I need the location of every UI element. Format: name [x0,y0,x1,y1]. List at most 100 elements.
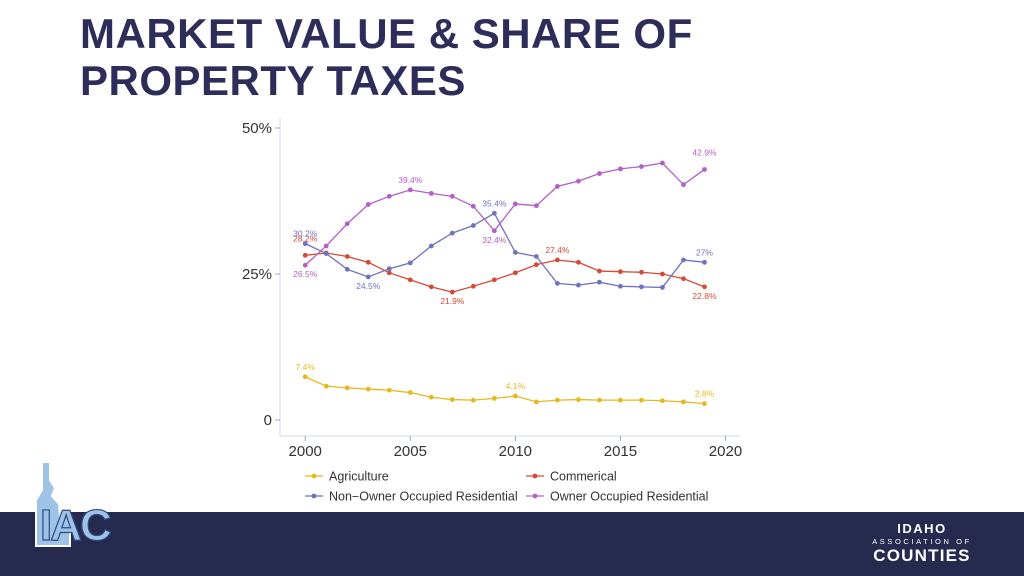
data-point-agriculture [554,397,560,403]
idaho-state-outline-icon [35,461,71,547]
data-point-agriculture [491,395,497,401]
data-point-commercial [428,284,434,290]
legend-marker-commercial [532,473,538,479]
slide-title: MARKET VALUE & SHARE OF PROPERTY TAXES [80,10,840,104]
data-point-owner [597,171,602,176]
data-point-agriculture [618,397,623,403]
data-point-non_owner [302,241,308,247]
series-line-agriculture [304,376,705,405]
org-line3: COUNTIES [873,546,971,565]
legend-label-owner: Owner Occupied Residential [550,490,708,504]
data-point-commercial [386,270,392,276]
data-point-owner [491,228,497,234]
data-point-non_owner [575,282,581,288]
legend-marker-agriculture [311,473,317,479]
data-point-owner [407,187,413,193]
data-label-owner: 42.9% [692,147,717,157]
x-tick-label: 2000 [289,443,322,460]
data-point-owner [365,202,371,207]
data-point-commercial [681,276,686,282]
data-label-commercial: 22.8% [692,291,717,301]
legend-label-agriculture: Agriculture [329,470,389,484]
data-point-agriculture [681,399,686,405]
legend-marker-non_owner [311,493,317,499]
data-point-commercial [639,269,644,275]
chart-axes: 0 25% 50% 2000 2005 2010 2015 2020 [242,118,742,460]
data-point-owner [702,167,707,172]
data-point-agriculture [344,385,350,391]
chart-data-labels: 7.4% 4.1% 2.8% 28.2% 21.9% 27.4% 22.8% 30.2% 24.… [293,147,717,398]
data-point-owner [575,178,581,184]
legend-label-non_owner: Non−Owner Occupied Residential [329,490,518,504]
data-point-agriculture [302,374,308,380]
data-point-non_owner [323,251,329,256]
data-label-commercial: 28.2% [293,233,318,243]
data-point-agriculture [365,386,371,392]
data-point-commercial [344,254,350,259]
org-line1: IDAHO [897,521,947,536]
data-label-non_owner: 35.4% [482,198,507,208]
data-point-agriculture [386,387,392,393]
data-point-owner [428,191,434,196]
data-point-agriculture [533,399,539,405]
x-tick-label: 2015 [604,443,637,460]
data-point-owner [344,221,350,227]
data-point-non_owner [386,266,392,272]
data-point-non_owner [407,260,413,266]
y-tick-label: 25% [242,266,272,283]
data-point-non_owner [660,285,665,290]
data-point-agriculture [428,394,434,400]
slide-title-line1: MARKET VALUE & SHARE OF [80,10,693,57]
data-label-commercial: 21.9% [440,296,465,306]
data-label-agriculture: 4.1% [506,381,526,391]
data-point-commercial [575,259,581,265]
data-point-owner [386,193,392,199]
data-point-non_owner [639,284,644,290]
data-point-agriculture [470,397,476,403]
legend-marker-owner [532,493,538,499]
data-point-non_owner [428,243,434,249]
data-point-non_owner [512,249,518,255]
data-point-owner [639,164,644,169]
data-label-owner: 26.5% [293,269,318,279]
data-point-agriculture [449,397,455,402]
data-point-non_owner [681,257,686,263]
data-point-owner [681,182,686,188]
data-point-non_owner [618,283,623,289]
data-point-commercial [491,277,497,283]
data-point-commercial [533,262,539,268]
y-tick-label: 0 [264,412,272,429]
data-point-non_owner [449,230,455,236]
data-point-commercial [449,289,455,295]
slide-title-line2: PROPERTY TAXES [80,57,466,104]
data-point-agriculture [702,401,707,407]
data-point-commercial [554,257,560,263]
data-point-agriculture [639,397,644,403]
data-point-owner [470,203,476,209]
data-point-owner [302,262,308,268]
iac-logo-text: IAC [40,501,111,550]
data-label-non_owner: 24.5% [356,281,381,291]
data-point-commercial [702,284,707,290]
x-tick-label: 2005 [394,443,427,460]
x-tick-label: 2020 [709,443,742,460]
data-point-commercial [407,277,413,283]
line-chart: 0 25% 50% 2000 2005 2010 2015 2020 7.4% 4.1% 2.8%… [242,118,742,504]
data-point-agriculture [323,383,329,389]
data-point-commercial [660,271,665,277]
data-point-owner [323,243,329,249]
data-point-commercial [597,268,602,274]
data-point-non_owner [597,279,602,285]
legend-label-commercial: Commerical [550,470,617,484]
series-line-commercial [305,252,705,293]
data-point-non_owner [344,266,350,272]
y-tick-label: 50% [242,120,272,137]
data-point-non_owner [554,280,560,286]
data-label-agriculture: 7.4% [296,362,316,372]
iac-logo: IAC [35,461,114,551]
data-label-commercial: 27.4% [545,245,570,255]
data-point-non_owner [533,254,539,259]
data-point-commercial [470,283,476,289]
org-line2: ASSOCIATION OF [872,537,972,546]
data-label-non_owner: 30.2% [293,229,318,239]
